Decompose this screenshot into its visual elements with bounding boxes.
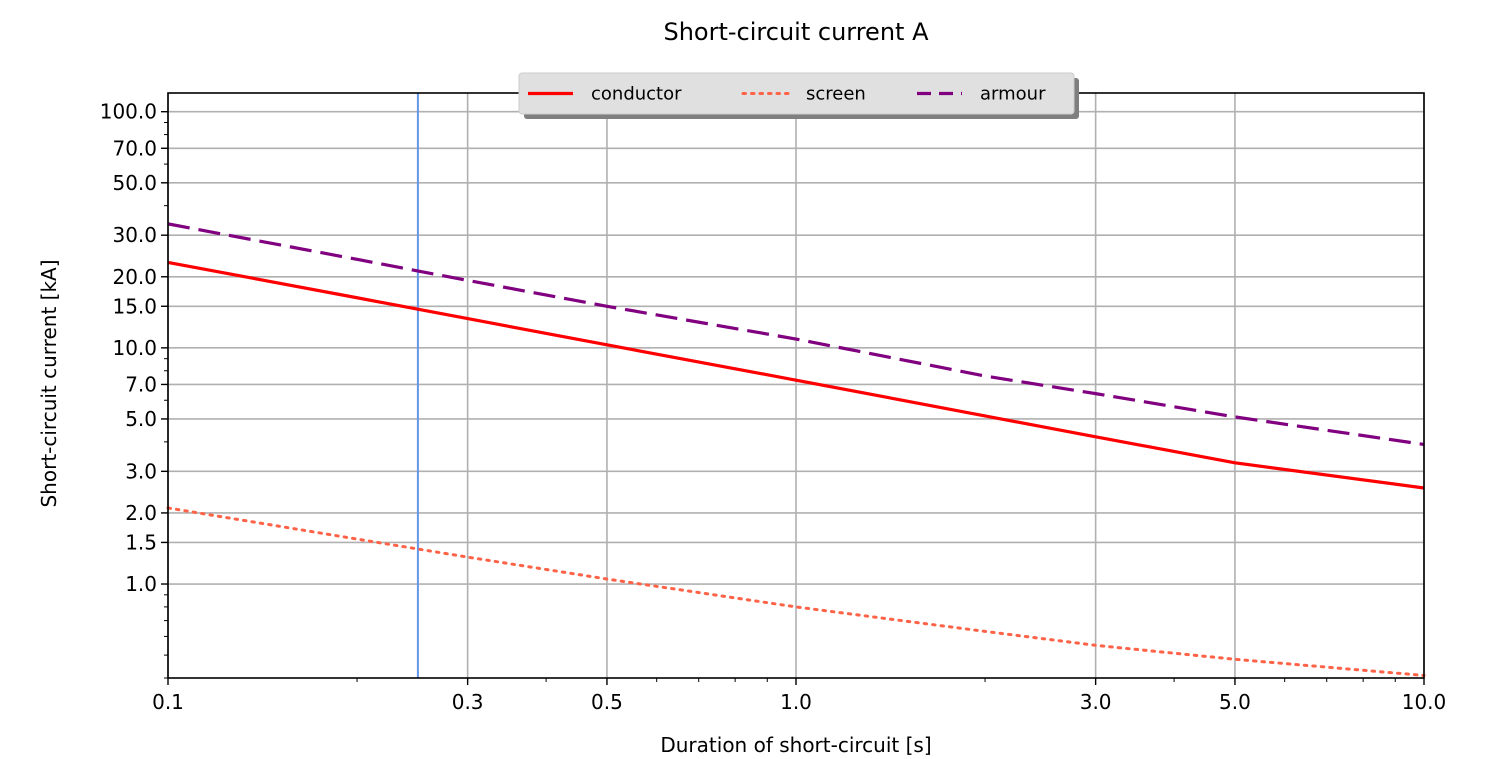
- tick-layer: 0.1 0.3 0.5 1.0 3.0 5.0 10.0 1.0 1.5 2.0 3.0 5.0 7.0…: [100, 100, 1447, 714]
- x-tick-label: 3.0: [1080, 690, 1112, 714]
- y-axis-label: Short-circuit current [kA]: [37, 259, 61, 507]
- series-line-conductor: [167, 260, 1425, 490]
- x-tick-label: 0.3: [452, 690, 484, 714]
- legend-label-conductor: conductor: [591, 84, 682, 105]
- x-tick-label: 1.0: [780, 690, 812, 714]
- series-line-screen: [166, 506, 1426, 677]
- legend-box: [518, 72, 1075, 115]
- x-tick-label: 5.0: [1219, 690, 1251, 714]
- chart-title: Short-circuit current A: [663, 18, 929, 46]
- legend-label-armour: armour: [980, 84, 1046, 105]
- series-line-armour: [167, 222, 1425, 447]
- x-tick-label: 10.0: [1402, 690, 1447, 714]
- y-tick-label: 2.0: [125, 501, 157, 525]
- y-tick-label: 3.0: [125, 459, 157, 483]
- legend-label-screen: screen: [806, 84, 866, 105]
- y-tick-label: 10.0: [112, 336, 157, 360]
- y-tick-label: 5.0: [125, 407, 157, 431]
- y-tick-label: 20.0: [112, 265, 157, 289]
- y-tick-label: 7.0: [125, 372, 157, 396]
- y-tick-label: 1.0: [125, 572, 157, 596]
- y-tick-label: 15.0: [112, 294, 157, 318]
- y-tick-label: 70.0: [112, 136, 157, 160]
- minor-ticks: [164, 122, 1396, 682]
- grid-layer: [167, 93, 1425, 678]
- legend: conductor screen armour: [518, 72, 1079, 119]
- x-tick-label: 0.5: [591, 690, 623, 714]
- series-layer: [166, 93, 1426, 678]
- x-tick-label: 0.1: [152, 690, 184, 714]
- y-tick-label: 30.0: [112, 223, 157, 247]
- x-axis-label: Duration of short-circuit [s]: [660, 733, 931, 757]
- y-tick-label: 50.0: [112, 171, 157, 195]
- y-tick-label: 100.0: [100, 100, 157, 124]
- y-tick-label: 1.5: [125, 530, 157, 554]
